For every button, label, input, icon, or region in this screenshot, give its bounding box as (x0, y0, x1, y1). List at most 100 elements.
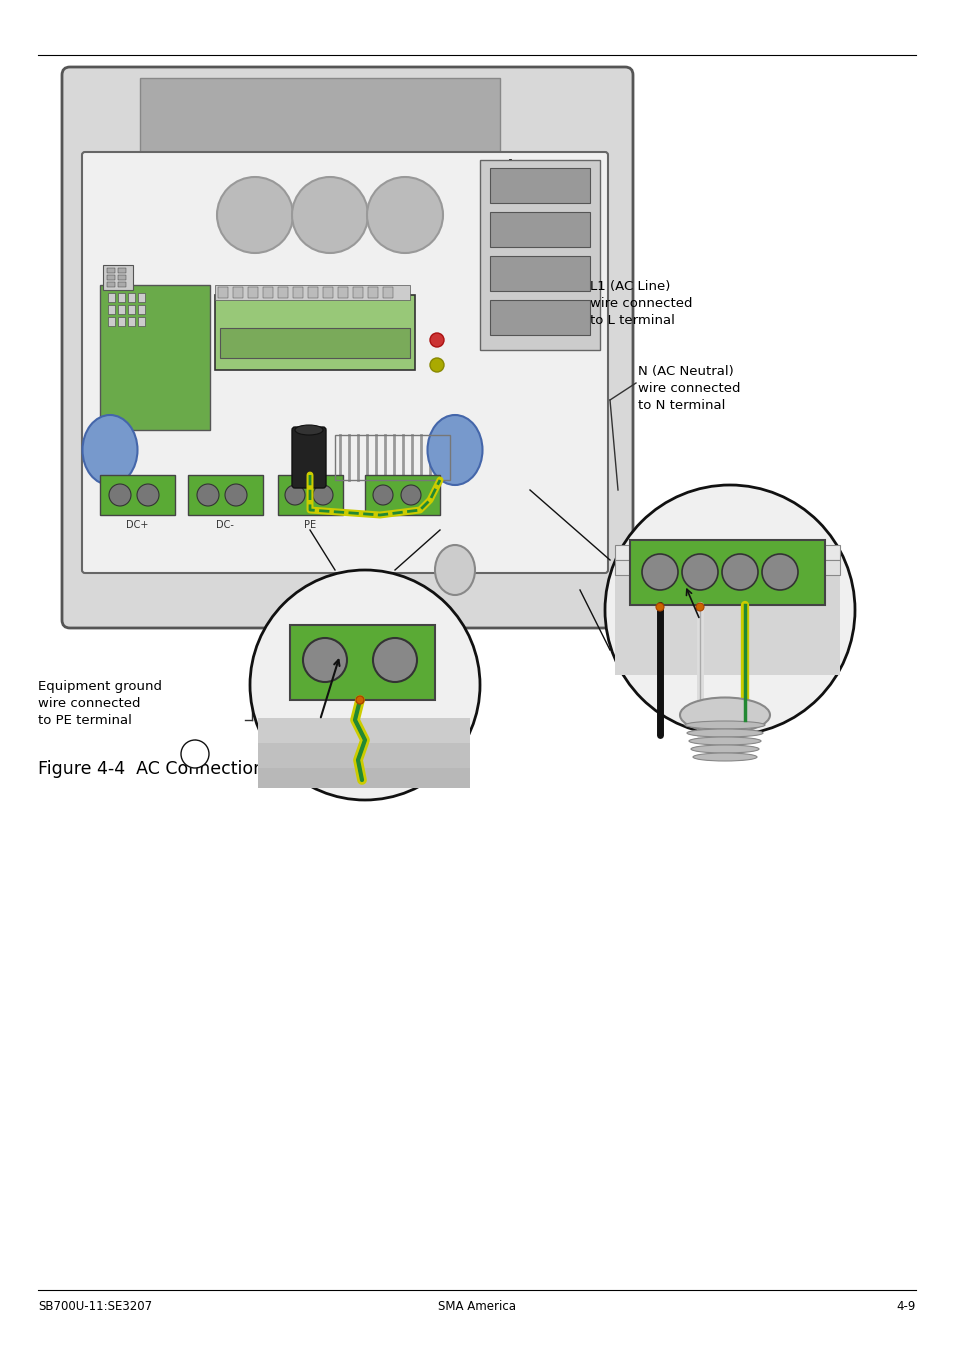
Circle shape (109, 484, 131, 506)
Text: DC+: DC+ (126, 521, 148, 530)
Text: Figure 4-4  AC Connection Terminals: Figure 4-4 AC Connection Terminals (38, 760, 353, 777)
Bar (220, 329, 410, 358)
Bar (308, 287, 317, 297)
FancyBboxPatch shape (62, 68, 633, 627)
Circle shape (137, 484, 159, 506)
Bar (323, 287, 333, 297)
Text: SB700U-11:SE3207: SB700U-11:SE3207 (38, 1301, 152, 1313)
FancyBboxPatch shape (82, 151, 607, 573)
Text: N: N (834, 604, 843, 615)
Circle shape (181, 740, 209, 768)
Circle shape (373, 638, 416, 681)
Circle shape (430, 333, 443, 347)
Ellipse shape (679, 698, 769, 733)
Bar (248, 287, 257, 297)
Bar (293, 287, 303, 297)
Bar (138, 293, 145, 301)
Bar (107, 274, 115, 280)
Ellipse shape (684, 721, 764, 729)
Bar (188, 475, 263, 515)
Bar (108, 293, 115, 301)
Ellipse shape (435, 545, 475, 595)
Bar (490, 300, 589, 335)
Circle shape (400, 485, 420, 506)
Circle shape (285, 485, 305, 506)
Bar (257, 718, 470, 744)
Bar (382, 287, 393, 297)
Bar (277, 475, 343, 515)
Circle shape (355, 696, 364, 704)
Bar (103, 265, 132, 289)
Circle shape (367, 177, 442, 253)
Bar (140, 78, 499, 158)
Ellipse shape (688, 737, 760, 745)
Circle shape (681, 554, 718, 589)
Circle shape (373, 485, 393, 506)
Circle shape (604, 485, 854, 735)
Text: PE: PE (304, 521, 315, 530)
Bar (365, 475, 439, 515)
Bar (100, 475, 174, 515)
FancyBboxPatch shape (292, 427, 326, 488)
Bar (118, 283, 126, 287)
Text: Equipment ground
wire connected
to PE terminal: Equipment ground wire connected to PE te… (38, 680, 162, 727)
Bar (257, 768, 470, 788)
Bar (233, 287, 243, 297)
Ellipse shape (294, 425, 323, 435)
Circle shape (696, 603, 703, 611)
Bar (108, 316, 115, 326)
Ellipse shape (427, 415, 482, 485)
Bar (615, 545, 840, 575)
Bar (353, 287, 363, 297)
Circle shape (313, 485, 333, 506)
Bar (128, 293, 135, 301)
Bar (107, 283, 115, 287)
Bar (615, 545, 840, 560)
Bar (118, 306, 125, 314)
Bar (479, 160, 599, 350)
Bar (257, 744, 470, 768)
Bar (615, 575, 840, 675)
Circle shape (430, 358, 443, 372)
Ellipse shape (82, 415, 137, 485)
Ellipse shape (690, 745, 759, 753)
Bar (218, 287, 228, 297)
Circle shape (721, 554, 758, 589)
Text: N (AC Neutral)
wire connected
to N terminal: N (AC Neutral) wire connected to N termi… (638, 365, 740, 412)
Bar (100, 285, 210, 430)
Bar (490, 256, 589, 291)
Text: PE: PE (355, 703, 374, 717)
Bar (108, 306, 115, 314)
Circle shape (761, 554, 797, 589)
Bar (118, 293, 125, 301)
Circle shape (656, 603, 663, 611)
Circle shape (641, 554, 678, 589)
Bar (368, 287, 377, 297)
Bar (138, 316, 145, 326)
Bar (490, 212, 589, 247)
Bar (214, 295, 415, 370)
Circle shape (196, 484, 219, 506)
Bar (128, 316, 135, 326)
Bar (337, 287, 348, 297)
Text: 4-9: 4-9 (896, 1301, 915, 1313)
Circle shape (216, 177, 293, 253)
Bar (629, 539, 824, 604)
Bar (490, 168, 589, 203)
Circle shape (250, 571, 479, 800)
Circle shape (303, 638, 347, 681)
Bar (128, 306, 135, 314)
Circle shape (225, 484, 247, 506)
Bar (118, 268, 126, 273)
Text: 2 3 5 7: 2 3 5 7 (103, 425, 128, 431)
Bar (335, 435, 450, 480)
Bar (277, 287, 288, 297)
Bar (263, 287, 273, 297)
Text: SMA America: SMA America (437, 1301, 516, 1313)
Ellipse shape (686, 729, 762, 737)
Bar (214, 285, 410, 300)
Text: DC-: DC- (215, 521, 233, 530)
Bar (615, 560, 840, 575)
Circle shape (292, 177, 368, 253)
Bar (107, 268, 115, 273)
